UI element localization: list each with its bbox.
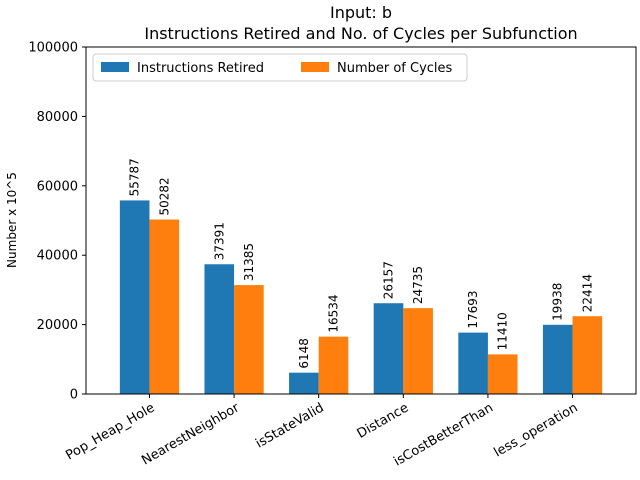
bar-cycles-6 bbox=[572, 316, 603, 394]
data-label: 6148 bbox=[297, 338, 311, 369]
chart-title: Input: b bbox=[330, 3, 392, 22]
y-tick-label: 0 bbox=[70, 388, 78, 403]
x-tick-label: less_operation bbox=[492, 400, 581, 460]
legend-swatch bbox=[301, 62, 329, 72]
data-label: 19938 bbox=[551, 283, 565, 321]
data-label: 55787 bbox=[128, 158, 142, 196]
bar-instructions-4 bbox=[373, 303, 404, 394]
data-label: 22414 bbox=[580, 274, 594, 312]
data-label: 24735 bbox=[411, 266, 425, 304]
bar-instructions-3 bbox=[289, 372, 319, 394]
y-tick-label: 100000 bbox=[28, 41, 78, 56]
bar-cycles-2 bbox=[234, 285, 264, 394]
bar-cycles-3 bbox=[318, 336, 349, 394]
data-label: 26157 bbox=[382, 261, 396, 299]
bar-cycles-4 bbox=[403, 308, 433, 394]
data-label: 11410 bbox=[496, 312, 510, 350]
legend-box bbox=[92, 53, 468, 82]
axes-frame bbox=[85, 46, 637, 395]
bar-cycles-5 bbox=[487, 354, 518, 394]
legend-label: Instructions Retired bbox=[137, 61, 264, 76]
y-tick-label: 80000 bbox=[37, 110, 78, 125]
data-label: 37391 bbox=[212, 222, 226, 260]
bar-instructions-5 bbox=[458, 332, 488, 394]
chart-subtitle: Instructions Retired and No. of Cycles p… bbox=[144, 24, 577, 43]
y-tick-label: 20000 bbox=[37, 318, 78, 333]
bar-cycles-1 bbox=[149, 219, 180, 394]
data-label: 17693 bbox=[466, 290, 480, 328]
y-tick-label: 40000 bbox=[37, 249, 78, 264]
data-label: 50282 bbox=[157, 177, 171, 215]
x-tick-label: isStateValid bbox=[253, 400, 326, 451]
bar-instructions-1 bbox=[119, 200, 150, 394]
legend-label: Number of Cycles bbox=[337, 61, 453, 76]
data-label: 16534 bbox=[327, 294, 341, 332]
x-tick-label: Distance bbox=[355, 400, 412, 441]
bar-instructions-2 bbox=[204, 264, 235, 394]
bar-instructions-6 bbox=[542, 324, 573, 394]
legend-swatch bbox=[101, 62, 129, 72]
y-axis-label: Number x 10^5 bbox=[5, 172, 19, 268]
y-tick-label: 60000 bbox=[37, 179, 78, 194]
data-label: 31385 bbox=[242, 243, 256, 281]
plot-area: 55787 37391 6148 26157 17693 19938 50282 31385 1… bbox=[28, 41, 637, 470]
